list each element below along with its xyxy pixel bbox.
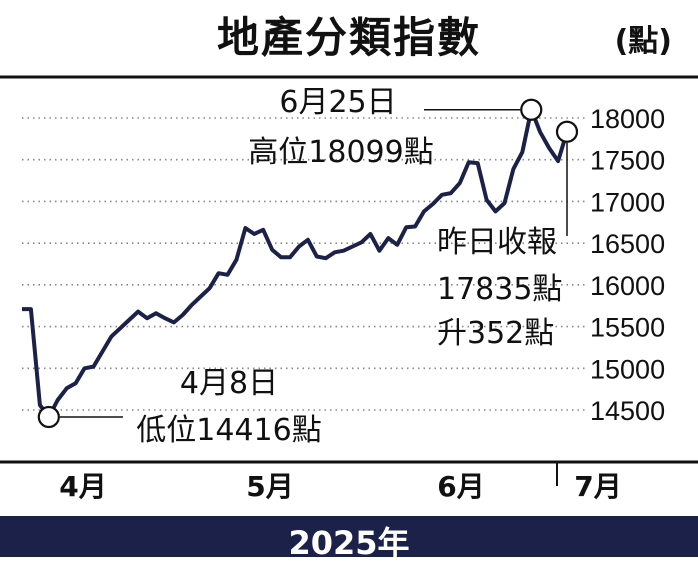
high-marker: [520, 98, 543, 121]
y-tick-label: 17500: [590, 146, 665, 176]
close-label-line2: 17835點: [437, 272, 562, 307]
y-tick-label: 15500: [590, 313, 665, 343]
footer-year: 2025年: [288, 524, 410, 562]
x-tick-label: 6月: [437, 470, 484, 503]
y-tick-label: 16500: [590, 229, 665, 259]
footer-bar: [0, 516, 698, 557]
chart-title: 地產分類指數: [216, 13, 481, 62]
close-marker: [555, 120, 579, 143]
low-marker: [37, 405, 60, 429]
x-tick-label: 7月: [574, 470, 621, 503]
y-tick-label: 16000: [590, 271, 665, 301]
high-value-label: 高位18099點: [248, 135, 433, 170]
high-date-label: 6月25日: [279, 85, 396, 120]
y-tick-label: 15000: [590, 354, 665, 384]
index-series-line: [22, 107, 569, 419]
y-tick-label: 14500: [590, 396, 665, 426]
x-tick-label: 4月: [59, 470, 106, 503]
close-label-line1: 昨日收報: [437, 225, 557, 260]
close-label-line3: 升352點: [437, 316, 554, 351]
y-tick-label: 18000: [590, 104, 665, 134]
y-tick-label: 17000: [590, 187, 665, 217]
low-value-label: 低位14416點: [136, 413, 321, 448]
unit-label: (點): [614, 24, 672, 59]
x-tick-label: 5月: [246, 470, 293, 503]
low-date-label: 4月8日: [180, 366, 278, 401]
